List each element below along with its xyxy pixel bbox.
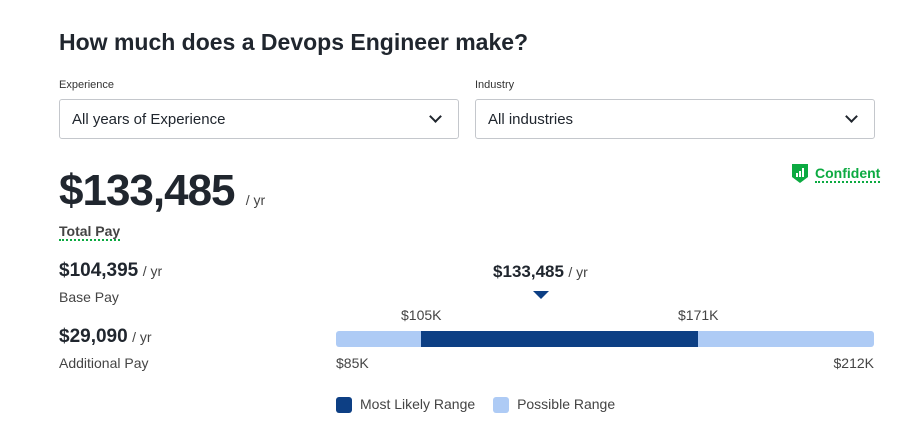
legend-possible: Possible Range — [493, 396, 616, 414]
industry-select[interactable]: All industries — [475, 99, 875, 139]
possible-range-bar — [336, 331, 874, 347]
total-pay: $133,485 / yr — [59, 166, 265, 216]
confidence-badge[interactable]: Confident — [791, 163, 881, 184]
legend: Most Likely Range Possible Range — [336, 396, 616, 414]
industry-label: Industry — [475, 79, 515, 91]
chevron-down-icon — [845, 110, 858, 123]
additional-pay-label: Additional Pay — [59, 355, 149, 371]
total-amount: $133,485 — [59, 166, 236, 215]
base-pay-label: Base Pay — [59, 289, 119, 305]
range-max-label: $212K — [833, 355, 874, 371]
page-title: How much does a Devops Engineer make? — [59, 29, 529, 55]
median-unit: / yr — [568, 264, 588, 280]
confidence-shield-icon — [792, 164, 808, 183]
chevron-down-icon — [429, 110, 442, 123]
likely-swatch — [336, 397, 352, 414]
range-min-label: $85K — [336, 355, 369, 371]
median-amount: $133,485 — [493, 262, 564, 281]
industry-value: All industries — [488, 110, 574, 128]
likely-range-bar — [421, 331, 698, 347]
possible-swatch — [493, 397, 510, 414]
additional-amount: $29,090 — [59, 326, 128, 347]
median-marker-icon — [532, 291, 549, 299]
additional-pay: $29,090 / yr — [59, 326, 152, 348]
legend-likely: Most Likely Range — [336, 396, 476, 414]
total-pay-label[interactable]: Total Pay — [59, 223, 121, 241]
base-unit: / yr — [142, 263, 163, 279]
experience-select[interactable]: All years of Experience — [59, 99, 459, 139]
likely-low-label: $105K — [401, 307, 442, 323]
experience-label: Experience — [59, 79, 115, 91]
likely-high-label: $171K — [678, 307, 719, 323]
base-amount: $104,395 — [59, 260, 139, 281]
total-unit: / yr — [245, 192, 266, 208]
additional-unit: / yr — [132, 329, 152, 345]
legend-possible-label: Possible Range — [517, 396, 616, 412]
base-pay: $104,395 / yr — [59, 260, 162, 282]
experience-value: All years of Experience — [72, 110, 226, 128]
confidence-label: Confident — [815, 164, 881, 183]
legend-likely-label: Most Likely Range — [360, 396, 476, 412]
median-marker-label: $133,485 / yr — [493, 262, 588, 282]
